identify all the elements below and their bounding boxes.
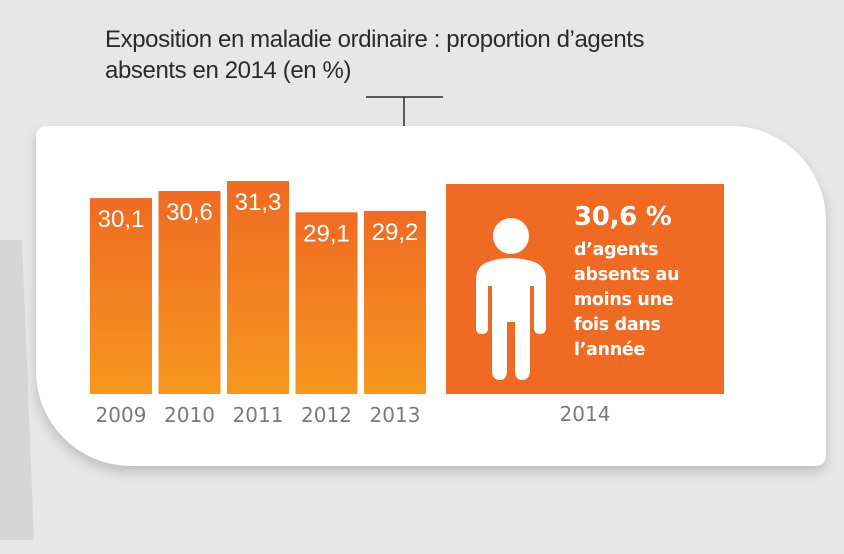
bar-value-label: 31,3 [235, 189, 282, 216]
highlight-description-line: l’année [574, 340, 646, 360]
highlight-text: 30,6 % d’agents absents au moins une foi… [574, 200, 719, 363]
bar-value-label: 30,1 [98, 206, 145, 233]
highlight-value: 30,6 % [574, 202, 672, 232]
highlight-year-label: 2014 [559, 402, 611, 426]
highlight-description-line: fois dans [574, 315, 661, 335]
x-tick-label: 2009 [96, 403, 147, 427]
highlight-description-line: d’agents [574, 240, 659, 260]
bar-2010 [158, 190, 221, 394]
x-tick-label: 2012 [301, 403, 352, 427]
highlight-description-line: moins une [574, 290, 674, 310]
chart-title: Exposition en maladie ordinaire : propor… [105, 24, 785, 86]
highlight-description: d’agents absents au moins une fois dans … [574, 238, 719, 363]
person-icon [476, 218, 546, 380]
bar-2009 [90, 198, 152, 394]
highlight-panel-2014: 30,6 % d’agents absents au moins une foi… [446, 184, 724, 394]
highlight-description-line: absents au [574, 265, 680, 285]
x-tick-label: 2013 [370, 403, 421, 427]
bar-2011 [227, 181, 289, 394]
bar-2013 [364, 210, 426, 394]
chart-title-line-2: absents en 2014 (en %) [105, 57, 352, 84]
x-tick-label: 2010 [164, 403, 215, 427]
left-shadow-decoration [0, 240, 34, 540]
bar-value-label: 30,6 [166, 199, 213, 226]
bar-value-label: 29,2 [372, 219, 419, 246]
bar-2012 [295, 212, 358, 394]
bar-value-label: 29,1 [303, 220, 350, 247]
x-tick-label: 2011 [233, 403, 284, 427]
chart-title-line-1: Exposition en maladie ordinaire : propor… [105, 26, 645, 53]
